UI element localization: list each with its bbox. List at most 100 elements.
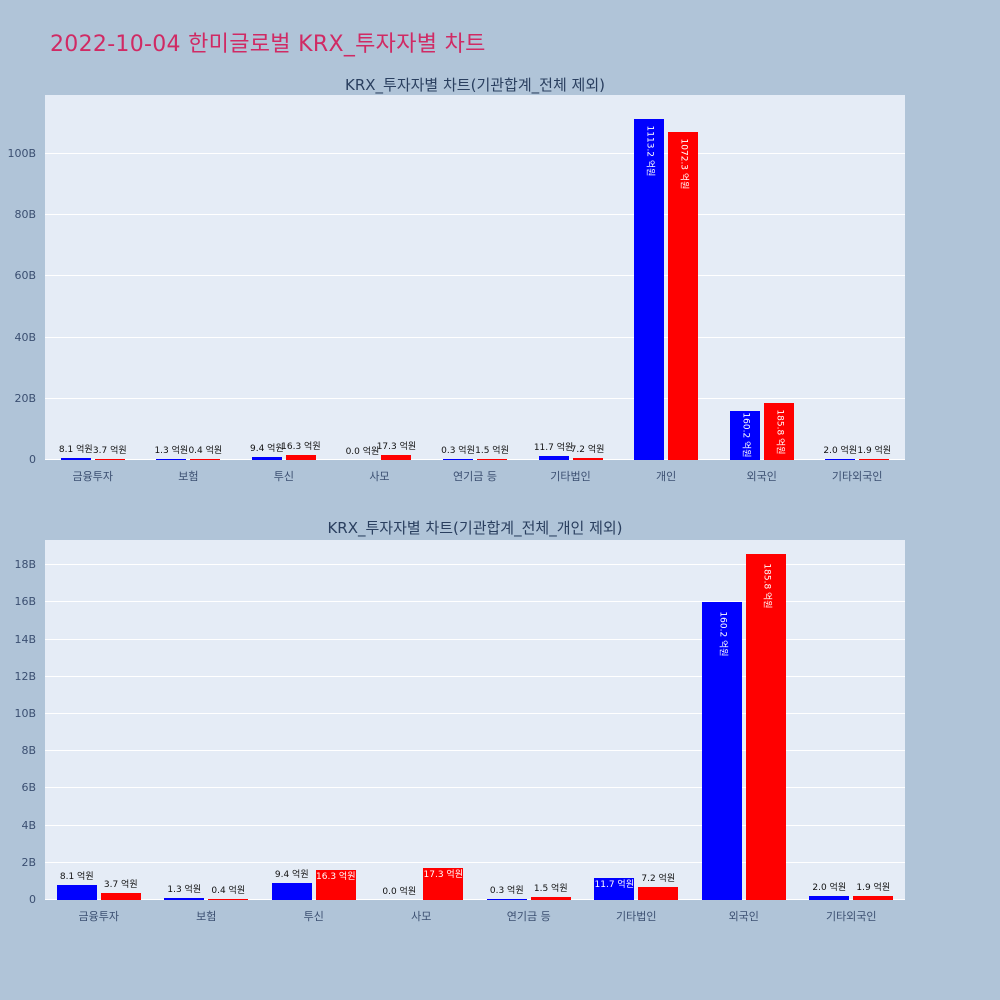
gridline	[45, 638, 905, 640]
chart-2-plot-area: 0 2B 4B 6B 8B 10B 12B 14B 16B 18B 금융투자 보험 투신 사모 연기금 등 기…	[14, 540, 905, 923]
bar-label: 8.1 억원	[59, 871, 94, 882]
chart-1-title: KRX_투자자별 차트(기관합계_전체 제외)	[345, 76, 605, 94]
blue-bar-금융투자[interactable]	[56, 884, 97, 900]
red-bar-금융투자[interactable]	[100, 893, 141, 900]
gridline	[45, 675, 905, 677]
bar-label: 3.7 억원	[103, 880, 138, 891]
x-axis-label: 외국인	[746, 470, 777, 483]
red-bar-개인[interactable]	[668, 131, 699, 460]
red-bar-사모[interactable]	[423, 867, 464, 900]
red-bar-보험[interactable]	[190, 459, 221, 460]
bar-label: 16.3 억원	[281, 442, 321, 452]
bar-label: 11.7 억원	[533, 443, 574, 454]
x-axis-label: 기타법인	[616, 910, 657, 923]
x-axis-label: 기타법인	[550, 470, 591, 483]
y-tick-label: 80B	[14, 208, 36, 222]
blue-bar-연기금 등[interactable]	[486, 899, 527, 900]
y-tick-label: 18B	[14, 558, 36, 572]
bar-label: 0.3 억원	[441, 446, 475, 456]
red-bar-기타법인[interactable]	[638, 886, 679, 900]
bar-label: 3.7 억원	[92, 445, 127, 456]
bar-label: 0.4 억원	[188, 446, 223, 456]
chart-1-plot-area: 0 20B 40B 60B 80B 100B 금융투자 보험 투신 사모 연기금 등 기타법인 개인 외국…	[7, 95, 905, 483]
gridline	[45, 787, 905, 789]
blue-bar-보험[interactable]	[156, 459, 187, 460]
red-bar-연기금 등[interactable]	[530, 897, 571, 900]
bar-label: 16.3 억원	[316, 871, 356, 882]
bar-label: 1.3 억원	[167, 884, 202, 895]
bar-label: 1.3 억원	[154, 446, 189, 456]
bar-label: 9.4 억원	[250, 444, 284, 455]
bar-label: 1.5 억원	[475, 446, 509, 456]
red-bar-사모[interactable]	[381, 454, 412, 460]
gridline	[45, 214, 905, 216]
blue-bar-기타법인[interactable]	[538, 456, 569, 460]
bar-label: 9.4 억원	[274, 869, 309, 880]
bar-label: 2.0 억원	[823, 446, 858, 456]
blue-bar-기타외국인[interactable]	[825, 459, 856, 460]
x-axis-label: 금융투자	[78, 910, 119, 923]
red-bar-기타법인[interactable]	[572, 457, 603, 460]
x-axis-label: 개인	[655, 470, 677, 483]
x-axis-label: 보험	[196, 910, 217, 923]
blue-bar-보험[interactable]	[164, 897, 205, 900]
gridline	[45, 899, 905, 900]
x-axis-label: 투신	[273, 470, 294, 483]
y-tick-label: 0	[29, 893, 36, 906]
bar-label: 1.5 억원	[533, 884, 568, 895]
red-bar-연기금 등[interactable]	[477, 459, 507, 460]
bar-label: 1072.3 억원	[678, 138, 689, 190]
x-axis-label: 투신	[303, 910, 324, 923]
gridline	[45, 153, 905, 155]
bar-label: 185.8 억원	[774, 408, 785, 455]
gridline	[45, 459, 905, 460]
red-bar-보험[interactable]	[208, 899, 249, 900]
red-bar-외국인[interactable]	[745, 554, 786, 900]
blue-bar-외국인[interactable]	[729, 411, 760, 460]
bar-label: 17.3 억원	[376, 441, 417, 452]
bar-label: 11.7 억원	[594, 880, 634, 891]
bar-label: 2.0 억원	[812, 883, 847, 894]
blue-bar-연기금 등[interactable]	[443, 459, 473, 460]
gridline	[45, 824, 905, 826]
y-tick-label: 8B	[21, 744, 36, 758]
bar-label: 0.0 억원	[345, 447, 380, 457]
red-bar-투신[interactable]	[315, 869, 356, 900]
blue-bar-개인[interactable]	[634, 119, 665, 460]
blue-bar-외국인[interactable]	[701, 601, 742, 900]
red-bar-기타외국인[interactable]	[859, 459, 890, 460]
blue-bar-투신[interactable]	[251, 457, 282, 460]
x-axis-label: 기타외국인	[825, 910, 877, 923]
x-axis-label: 사모	[411, 910, 432, 923]
y-tick-label: 14B	[14, 632, 36, 646]
gridline	[45, 861, 905, 863]
bar-label: 1113.2 억원	[644, 125, 655, 177]
y-tick-label: 16B	[14, 595, 36, 609]
blue-bar-투신[interactable]	[271, 882, 312, 900]
y-tick-label: 10B	[14, 706, 36, 720]
gridline	[45, 336, 905, 338]
red-bar-외국인[interactable]	[763, 403, 794, 460]
y-tick-label: 100B	[7, 147, 36, 161]
red-bar-금융투자[interactable]	[94, 458, 125, 460]
y-tick-label: 2B	[21, 855, 36, 869]
blue-bar-기타외국인[interactable]	[809, 896, 850, 900]
y-tick-label: 60B	[14, 269, 36, 283]
bar-label: 185.8 억원	[761, 563, 772, 609]
x-axis-label: 연기금 등	[453, 470, 497, 483]
gridline	[45, 397, 905, 399]
red-bar-기타외국인[interactable]	[853, 896, 894, 900]
gridline	[45, 564, 905, 566]
blue-bar-금융투자[interactable]	[60, 457, 91, 460]
bar-label: 7.2 억원	[641, 873, 676, 884]
red-bar-투신[interactable]	[285, 455, 316, 460]
bar-label: 8.1 억원	[58, 444, 93, 455]
y-tick-label: 40B	[14, 330, 36, 344]
bar-label: 7.2 억원	[570, 444, 605, 455]
blue-bar-기타법인[interactable]	[594, 878, 635, 900]
y-tick-label: 4B	[21, 818, 36, 832]
bar-label: 160.2 억원	[717, 611, 728, 657]
bar-label: 0.3 억원	[489, 886, 524, 896]
bar-label: 17.3 억원	[423, 869, 463, 880]
y-tick-label: 20B	[14, 391, 36, 405]
